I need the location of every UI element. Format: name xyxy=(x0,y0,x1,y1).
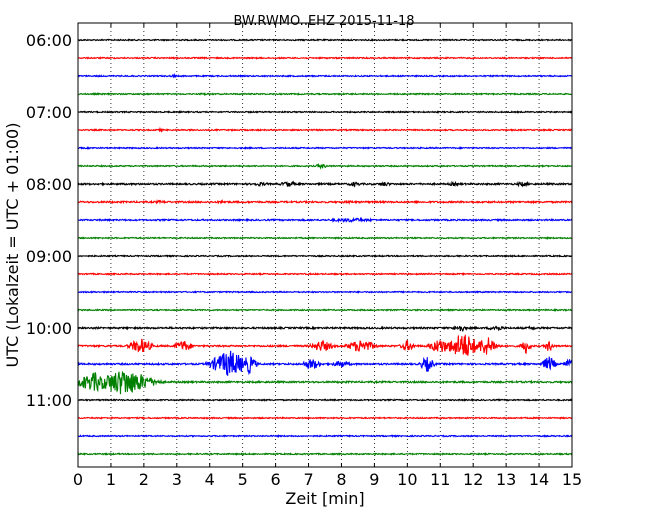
seismogram-trace xyxy=(77,72,573,79)
x-tick-label: 13 xyxy=(496,470,516,489)
y-tick-label: 06:00 xyxy=(26,31,72,50)
seismogram-trace xyxy=(77,325,573,333)
seismogram-trace xyxy=(77,56,573,60)
x-tick-label: 14 xyxy=(529,470,549,489)
x-tick-label: 5 xyxy=(238,470,248,489)
y-tick-label: 09:00 xyxy=(26,247,72,266)
x-tick-label: 15 xyxy=(562,470,582,489)
seismogram-trace xyxy=(77,416,573,420)
x-tick-label: 1 xyxy=(106,470,116,489)
x-tick-label: 4 xyxy=(205,470,215,489)
seismogram-trace xyxy=(77,126,573,133)
x-tick-label: 8 xyxy=(336,470,346,489)
seismogram-trace xyxy=(77,180,573,188)
x-tick-label: 7 xyxy=(303,470,313,489)
seismogram-trace xyxy=(77,162,573,170)
seismogram-trace xyxy=(77,91,573,97)
x-tick-label: 0 xyxy=(73,470,83,489)
x-tick-label: 10 xyxy=(397,470,417,489)
x-tick-label: 9 xyxy=(369,470,379,489)
seismogram-trace xyxy=(77,38,573,42)
x-tick-label: 6 xyxy=(271,470,281,489)
x-tick-label: 3 xyxy=(172,470,182,489)
chart-title: BW.RWMO..EHZ 2015-11-18 xyxy=(233,14,414,29)
x-tick-label: 11 xyxy=(430,470,450,489)
seismogram-trace xyxy=(77,290,573,294)
y-tick-label: 08:00 xyxy=(26,175,72,194)
seismogram-trace xyxy=(77,110,573,114)
seismogram-trace xyxy=(77,254,573,258)
seismogram-trace xyxy=(77,146,573,150)
x-axis-ticks: 0 1 2 3 4 5 6 7 8 9 10 11 12 13 14 15 xyxy=(73,23,582,489)
y-tick-label: 07:00 xyxy=(26,103,72,122)
x-tick-label: 12 xyxy=(463,470,483,489)
seismogram-trace xyxy=(77,350,573,376)
y-axis-label: UTC (Lokalzeit = UTC + 01:00) xyxy=(3,123,22,368)
x-axis-label: Zeit [min] xyxy=(285,489,364,508)
seismogram-trace xyxy=(77,216,573,224)
y-tick-label: 11:00 xyxy=(26,391,72,410)
seismogram-trace xyxy=(77,308,573,312)
seismogram-trace xyxy=(77,272,573,276)
trace-lines xyxy=(77,38,573,457)
y-axis-ticks: 06:00 07:00 08:00 09:00 10:00 11:00 xyxy=(26,31,572,410)
seismogram-trace xyxy=(77,434,573,438)
y-tick-label: 10:00 xyxy=(26,319,72,338)
seismogram-trace xyxy=(77,236,573,240)
seismogram-trace xyxy=(77,198,573,205)
x-tick-label: 2 xyxy=(139,470,149,489)
seismogram-trace xyxy=(77,452,573,457)
seismogram-trace xyxy=(77,371,573,395)
seismogram-trace xyxy=(77,398,573,403)
seismogram-trace xyxy=(77,334,573,356)
plot-frame xyxy=(77,22,573,468)
